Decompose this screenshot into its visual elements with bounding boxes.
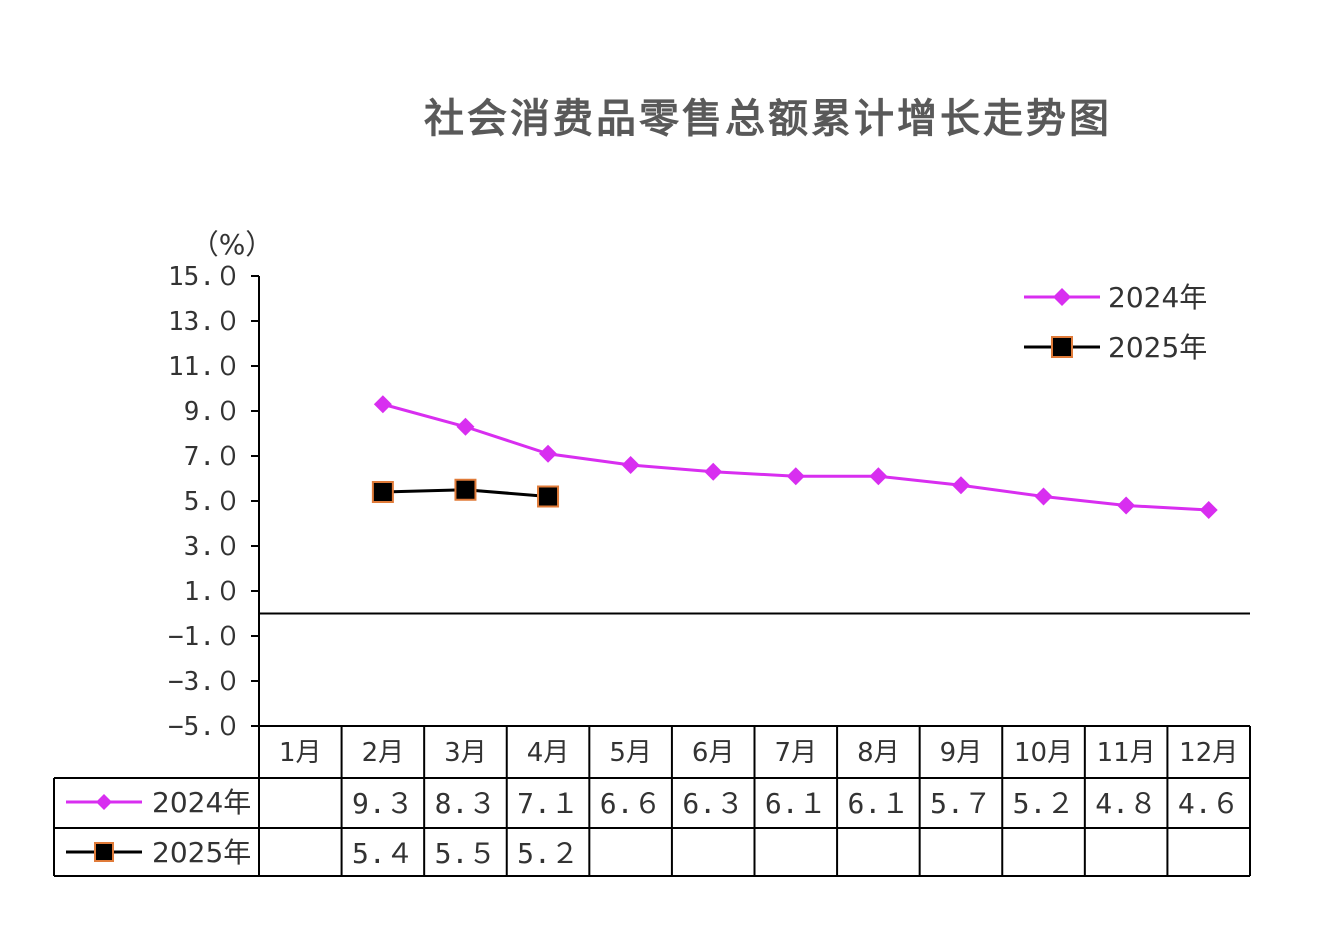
y-tick-label: −3.０ [168, 667, 241, 697]
row-legend-marker [94, 842, 114, 862]
legend: 2024年 2025年 [1024, 281, 1207, 364]
table-cell-value: 5.７ [930, 787, 992, 820]
table-cell-value: 5.５ [435, 837, 497, 870]
table-row-header: 2024年 [66, 786, 251, 819]
y-tick-label: 1.０ [184, 577, 241, 607]
data-point-marker [456, 417, 475, 436]
y-tick-label: 7.０ [184, 442, 241, 472]
data-table: 1月 2月 3月 4月 5月 6月 7月 8月 9月 10月 11月 12月 2024年 9.３ 8.３ 7.… [53, 725, 1251, 877]
legend-item: 2025年 [1024, 331, 1207, 364]
table-cell-value: 6.１ [765, 787, 827, 820]
row-series-label: 2025年 [152, 836, 251, 869]
table-cell-value: 6.３ [682, 787, 744, 820]
data-point-marker [373, 395, 392, 414]
table-month-label: 6月 [692, 738, 735, 768]
data-point-marker [454, 478, 477, 501]
table-month-label: 8月 [857, 738, 900, 768]
data-point-marker [539, 444, 558, 463]
data-point-marker [537, 485, 560, 508]
y-tick-label: 3.０ [184, 532, 241, 562]
y-tick-label: 15.０ [168, 262, 241, 292]
data-point-marker [869, 467, 888, 486]
table-cell-value: 5.４ [352, 837, 414, 870]
legend-marker [1053, 288, 1071, 306]
row-legend-marker [96, 794, 112, 810]
series-2025 [371, 478, 560, 508]
data-point-marker [951, 476, 970, 495]
table-row-header: 2025年 [66, 836, 251, 869]
table-month-label: 9月 [940, 738, 983, 768]
table-month-label: 5月 [609, 738, 652, 768]
y-tick-label: 11.０ [168, 352, 241, 382]
data-point-marker [621, 456, 640, 474]
table-month-label: 12月 [1179, 738, 1238, 768]
y-tick-label: 9.０ [184, 397, 241, 427]
legend-marker [1051, 336, 1073, 358]
table-month-label: 10月 [1014, 738, 1073, 768]
y-axis-unit: （%） [191, 228, 274, 261]
legend-label: 2024年 [1108, 281, 1207, 314]
y-tick-label: −1.０ [168, 622, 241, 652]
series-layer [371, 395, 1218, 519]
table-cell-value: 6.１ [848, 787, 910, 820]
table-cell-value: 4.８ [1095, 787, 1157, 820]
data-point-marker [1199, 501, 1218, 519]
y-tick-label: 5.０ [184, 487, 241, 517]
data-point-marker [1117, 496, 1136, 515]
legend-item: 2024年 [1024, 281, 1207, 314]
data-point-marker [1034, 487, 1053, 506]
table-cell-value: 8.３ [435, 787, 497, 820]
y-tick-label: 13.０ [168, 307, 241, 337]
table-month-label: 2月 [362, 738, 405, 768]
table-month-label: 7月 [775, 738, 818, 768]
chart-title: 社会消费品零售总额累计增长走势图 [424, 96, 1112, 142]
table-month-label: 3月 [444, 738, 487, 768]
y-axis: 15.０ 13.０ 11.０ 9.０ 7.０ 5.０ 3.０ 1.０ −1.０ −3.０ −5.０ [168, 262, 260, 742]
table-cell-value: 7.１ [517, 787, 579, 820]
table-month-label: 4月 [527, 738, 570, 768]
y-tick-label: −5.０ [168, 712, 241, 742]
table-cell-value: 5.２ [517, 837, 579, 870]
data-point-marker [704, 462, 723, 481]
table-cell-value: 5.２ [1013, 787, 1075, 820]
table-month-label: 11月 [1097, 738, 1156, 768]
legend-label: 2025年 [1108, 331, 1207, 364]
data-point-marker [786, 467, 805, 486]
series-2024 [373, 395, 1218, 519]
table-month-label: 1月 [279, 738, 322, 768]
table-cell-value: 9.３ [352, 787, 414, 820]
table-cell-value: 6.６ [600, 787, 662, 820]
row-series-label: 2024年 [152, 786, 251, 819]
data-point-marker [371, 481, 394, 503]
table-cell-value: 4.６ [1178, 787, 1240, 820]
